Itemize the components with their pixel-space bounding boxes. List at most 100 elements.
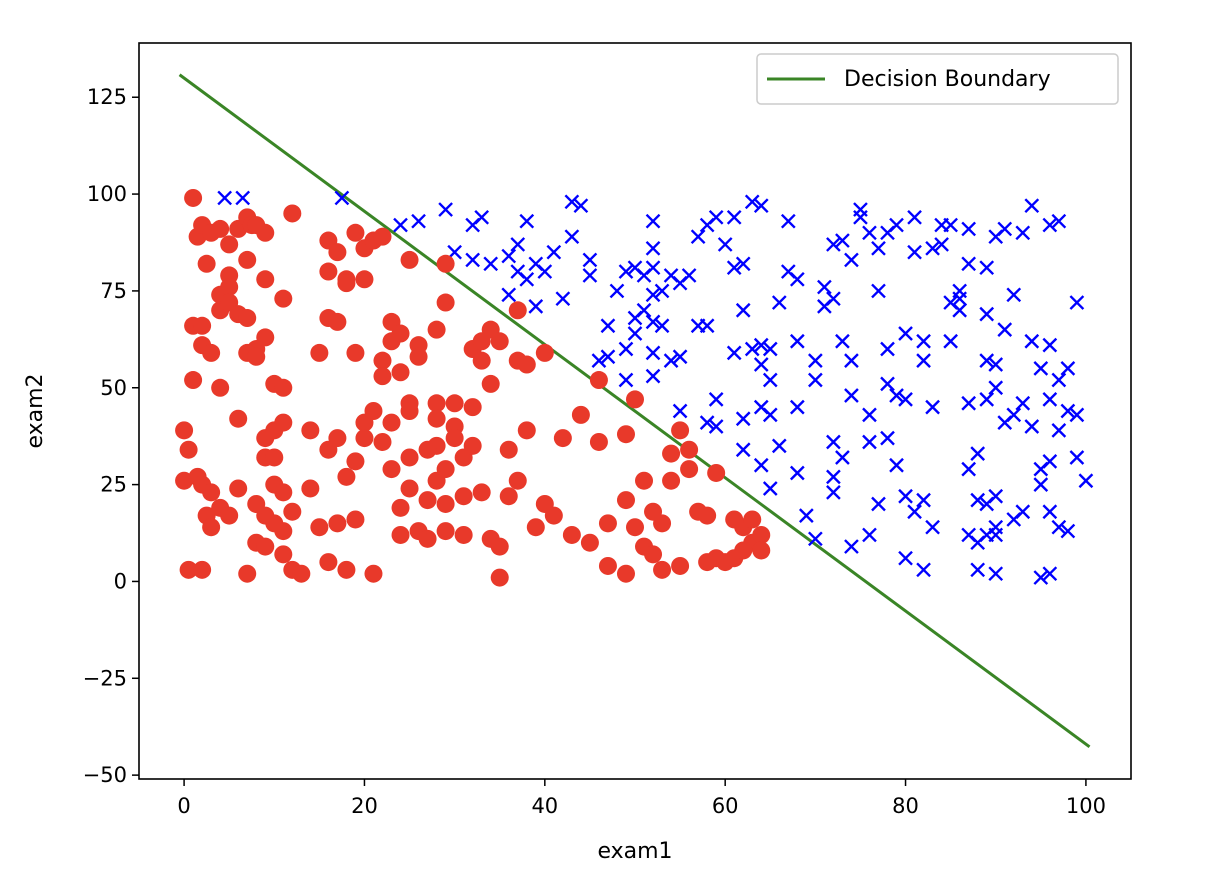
not-admitted-point — [346, 223, 365, 242]
admitted-point — [510, 237, 526, 252]
admitted-point — [519, 213, 535, 229]
not-admitted-point — [184, 188, 203, 207]
not-admitted-point — [734, 541, 753, 560]
admitted-point — [997, 322, 1013, 338]
admitted-point — [600, 349, 616, 365]
not-admitted-point — [418, 491, 437, 510]
not-admitted-point — [238, 309, 257, 328]
admitted-point — [1042, 337, 1058, 353]
not-admitted-point — [328, 312, 347, 331]
admitted-point — [591, 353, 607, 368]
admitted-point — [844, 252, 859, 268]
not-admitted-point — [635, 471, 654, 490]
admitted-point — [411, 213, 426, 229]
not-admitted-point — [671, 421, 690, 440]
not-admitted-point — [481, 374, 500, 393]
admitted-point — [916, 492, 931, 508]
admitted-point — [618, 264, 634, 279]
admitted-point — [961, 395, 977, 411]
admitted-point — [988, 357, 1004, 372]
admitted-point — [726, 345, 742, 361]
admitted-point — [943, 217, 958, 233]
not-admitted-point — [517, 355, 536, 374]
not-admitted-point — [274, 545, 293, 564]
not-admitted-point — [238, 250, 257, 269]
not-admitted-point — [752, 541, 771, 560]
admitted-point — [880, 341, 895, 357]
not-admitted-point — [445, 394, 464, 413]
not-admitted-point — [247, 347, 266, 366]
admitted-point — [826, 434, 841, 450]
x-tick-label: 40 — [531, 794, 558, 818]
admitted-point — [1033, 361, 1049, 376]
x-tick-label: 100 — [1066, 794, 1106, 818]
admitted-point — [1015, 504, 1031, 520]
not-admitted-point — [499, 487, 518, 506]
not-admitted-point — [355, 429, 374, 448]
not-admitted-point — [490, 537, 509, 556]
not-admitted-point — [436, 522, 455, 541]
not-admitted-point — [653, 560, 672, 579]
admitted-point — [1006, 407, 1022, 423]
admitted-point — [1051, 519, 1067, 535]
admitted-point — [708, 392, 724, 407]
not-admitted-point — [680, 460, 699, 479]
not-admitted-point — [382, 413, 401, 432]
admitted-point — [934, 237, 949, 252]
not-admitted-point — [220, 506, 239, 525]
admitted-point — [1042, 454, 1058, 469]
admitted-point — [645, 260, 661, 276]
not-admitted-point — [526, 518, 545, 537]
admitted-point — [1042, 217, 1058, 233]
not-admitted-point — [310, 343, 329, 362]
not-admitted-point — [364, 564, 383, 583]
admitted-point — [735, 442, 751, 458]
not-admitted-point — [427, 409, 446, 428]
not-admitted-point — [355, 270, 374, 289]
admitted-point — [898, 488, 913, 504]
admitted-point — [681, 268, 697, 283]
not-admitted-point — [274, 378, 293, 397]
y-tick-label: 125 — [87, 85, 127, 109]
admitted-point — [235, 190, 251, 206]
not-admitted-point — [319, 553, 338, 572]
not-admitted-point — [436, 494, 455, 513]
admitted-point — [817, 279, 832, 295]
admitted-point — [699, 415, 715, 430]
admitted-point — [744, 194, 760, 210]
not-admitted-point — [346, 343, 365, 362]
admitted-point — [618, 372, 634, 388]
x-tick-label: 80 — [892, 794, 919, 818]
admitted-point — [1042, 504, 1058, 520]
not-admitted-point — [508, 301, 527, 320]
not-admitted-point — [400, 479, 419, 498]
admitted-point — [871, 496, 886, 512]
x-tick-label: 0 — [177, 794, 190, 818]
admitted-point — [708, 419, 724, 434]
not-admitted-point — [179, 440, 198, 459]
admitted-point — [898, 392, 913, 407]
admitted-point — [1078, 473, 1094, 489]
admitted-point — [988, 380, 1004, 396]
admitted-point — [970, 446, 986, 461]
admitted-point — [844, 388, 859, 403]
not-admitted-point — [400, 402, 419, 420]
not-admitted-point — [211, 219, 230, 238]
admitted-point — [925, 240, 940, 256]
admitted-point — [907, 209, 922, 225]
not-admitted-point — [346, 510, 365, 529]
admitted-point — [952, 283, 968, 299]
admitted-point — [519, 271, 535, 287]
admitted-point — [1024, 419, 1040, 434]
admitted-point — [627, 326, 643, 341]
not-admitted-point — [175, 421, 194, 440]
admitted-point — [853, 202, 868, 217]
admitted-point — [726, 209, 742, 225]
admitted-point — [889, 217, 904, 233]
admitted-point — [862, 527, 877, 543]
admitted-point — [808, 353, 823, 368]
admitted-point — [708, 209, 724, 225]
admitted-point — [699, 318, 715, 334]
y-tick-label: 0 — [114, 569, 127, 593]
not-admitted-point — [454, 525, 473, 544]
